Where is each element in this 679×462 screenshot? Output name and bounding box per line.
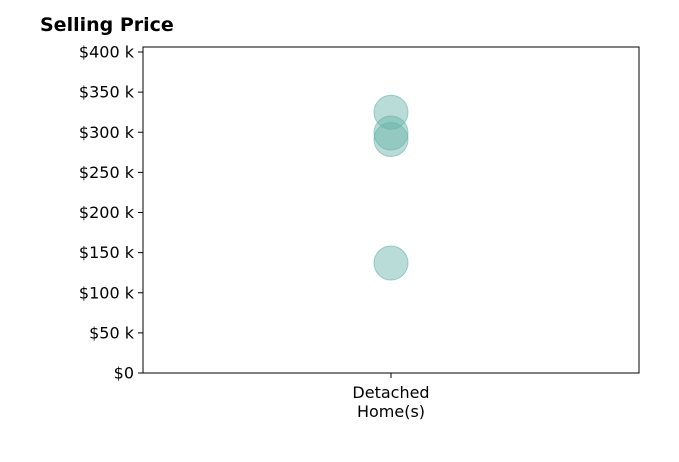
y-tick-label: $0 — [114, 364, 134, 383]
y-tick-label: $300 k — [79, 123, 135, 142]
y-tick-label: $150 k — [79, 243, 135, 262]
data-point — [373, 245, 409, 281]
y-tick-label: $50 k — [89, 323, 135, 342]
data-points — [373, 94, 409, 281]
y-axis: $0 $50 k $100 k $150 k $200 k $250 k $300 k $35… — [79, 43, 143, 383]
data-point — [373, 94, 409, 130]
y-tick-label: $200 k — [79, 203, 135, 222]
plot-frame — [142, 46, 640, 374]
y-tick-label: $400 k — [79, 43, 135, 62]
y-tick-label: $350 k — [79, 83, 135, 102]
x-tick-label: Detached Home(s) — [352, 383, 429, 421]
chart-title: Selling Price — [40, 14, 174, 36]
data-point — [373, 121, 409, 157]
x-axis: Detached Home(s) — [352, 373, 430, 421]
y-tick-label: $100 k — [79, 283, 135, 302]
y-tick-label: $250 k — [79, 163, 135, 182]
